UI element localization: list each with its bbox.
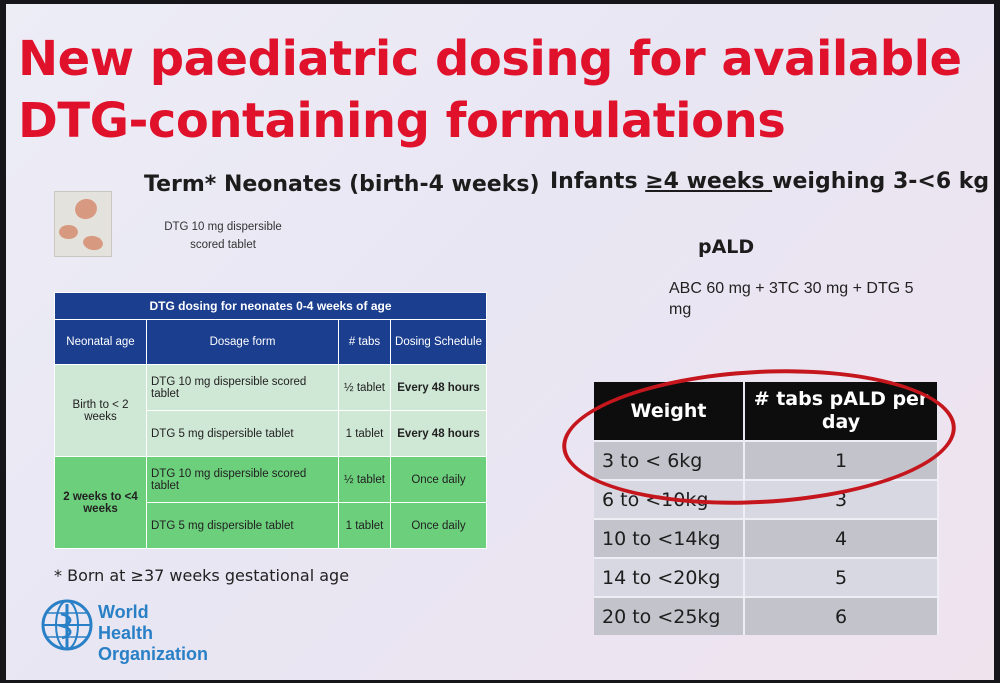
table-row: DTG 5 mg dispersible tablet 1 tablet Onc… — [55, 502, 487, 549]
tablet-image — [81, 234, 105, 252]
weight-cell: 10 to <14kg — [594, 518, 745, 558]
table-caption: DTG dosing for neonates 0-4 weeks of age — [54, 292, 487, 320]
tabs-cell: 3 — [744, 479, 939, 519]
dosage-form-cell: DTG 10 mg dispersible scored tablet — [146, 456, 339, 503]
column-header-dosing-schedule: Dosing Schedule — [390, 319, 487, 365]
title-line-2: DTG-containing formulations — [18, 93, 786, 149]
infants-heading-underlined: ≥4 weeks — [645, 169, 773, 194]
table-row: 3 to < 6kg 1 — [594, 440, 939, 480]
weight-cell: 6 to <10kg — [594, 479, 745, 519]
tablet-photo — [54, 191, 112, 257]
weight-cell: 20 to <25kg — [594, 596, 745, 635]
tablet-image — [72, 196, 100, 222]
neonates-heading: Term* Neonates (birth-4 weeks) — [144, 172, 540, 197]
schedule-cell: Once daily — [390, 502, 487, 549]
column-header-tabs-pald: # tabs pALD per day — [744, 382, 939, 441]
slide: New paediatric dosing for available DTG-… — [6, 4, 994, 680]
dosage-form-cell: DTG 5 mg dispersible tablet — [146, 410, 339, 457]
schedule-cell: Every 48 hours — [390, 410, 487, 457]
table-row: DTG 5 mg dispersible tablet 1 tablet Eve… — [55, 410, 487, 457]
table-row: 20 to <25kg 6 — [594, 596, 939, 635]
table-row: 10 to <14kg 4 — [594, 518, 939, 558]
tabs-cell: 4 — [744, 518, 939, 558]
schedule-cell: Once daily — [390, 456, 487, 503]
who-logo: World Health Organization — [40, 598, 208, 664]
column-header-neonatal-age: Neonatal age — [54, 319, 147, 365]
tabs-cell: 1 tablet — [338, 502, 391, 549]
table-row: 6 to <10kg 3 — [594, 479, 939, 519]
title-line-1: New paediatric dosing for available — [18, 31, 962, 87]
tablet-caption-line-2: scored tablet — [190, 239, 256, 251]
tabs-cell: 1 — [744, 440, 939, 480]
age-cell: 2 weeks to <4 weeks — [54, 456, 147, 549]
infants-heading-post: weighing 3-<6 kg — [772, 169, 990, 194]
tabs-cell: ½ tablet — [338, 456, 391, 503]
tabs-cell: 6 — [744, 596, 939, 635]
who-logo-text: World Health Organization — [98, 602, 208, 665]
column-header-weight: Weight — [594, 382, 745, 441]
tablet-image — [59, 225, 78, 239]
dosage-form-cell: DTG 5 mg dispersible tablet — [146, 502, 339, 549]
schedule-cell: Every 48 hours — [390, 364, 487, 411]
tablet-caption: DTG 10 mg dispersible scored tablet — [158, 218, 288, 254]
tabs-cell: 5 — [744, 557, 939, 597]
tabs-cell: 1 tablet — [338, 410, 391, 457]
weight-dosing-table: Weight # tabs pALD per day 3 to < 6kg 1 … — [594, 382, 939, 635]
pald-label: pALD — [698, 236, 755, 258]
dosage-form-cell: DTG 10 mg dispersible scored tablet — [146, 364, 339, 411]
weight-cell: 3 to < 6kg — [594, 440, 745, 480]
column-header-dosage-form: Dosage form — [146, 319, 339, 365]
who-logo-line-1: World Health — [98, 602, 154, 643]
slide-title: New paediatric dosing for available DTG-… — [18, 28, 978, 152]
neonate-dosing-table: DTG dosing for neonates 0-4 weeks of age… — [54, 292, 487, 549]
footnote: * Born at ≥37 weeks gestational age — [54, 566, 350, 585]
tabs-cell: ½ tablet — [338, 364, 391, 411]
age-cell: Birth to < 2 weeks — [54, 364, 147, 457]
weight-cell: 14 to <20kg — [594, 557, 745, 597]
table-row: Birth to < 2 weeks DTG 10 mg dispersible… — [54, 364, 487, 457]
who-logo-line-2: Organization — [98, 644, 209, 664]
pald-description: ABC 60 mg + 3TC 30 mg + DTG 5 mg — [669, 280, 914, 318]
who-emblem-icon — [41, 599, 93, 651]
infants-heading-pre: Infants — [550, 169, 646, 194]
column-header-tabs: # tabs — [338, 319, 391, 365]
table-row: 14 to <20kg 5 — [594, 557, 939, 597]
infants-heading: Infants ≥4 weeks weighing 3-<6 kg — [550, 169, 989, 194]
tablet-caption-line-1: DTG 10 mg dispersible — [164, 221, 282, 233]
table-row: 2 weeks to <4 weeks DTG 10 mg dispersibl… — [54, 456, 487, 549]
